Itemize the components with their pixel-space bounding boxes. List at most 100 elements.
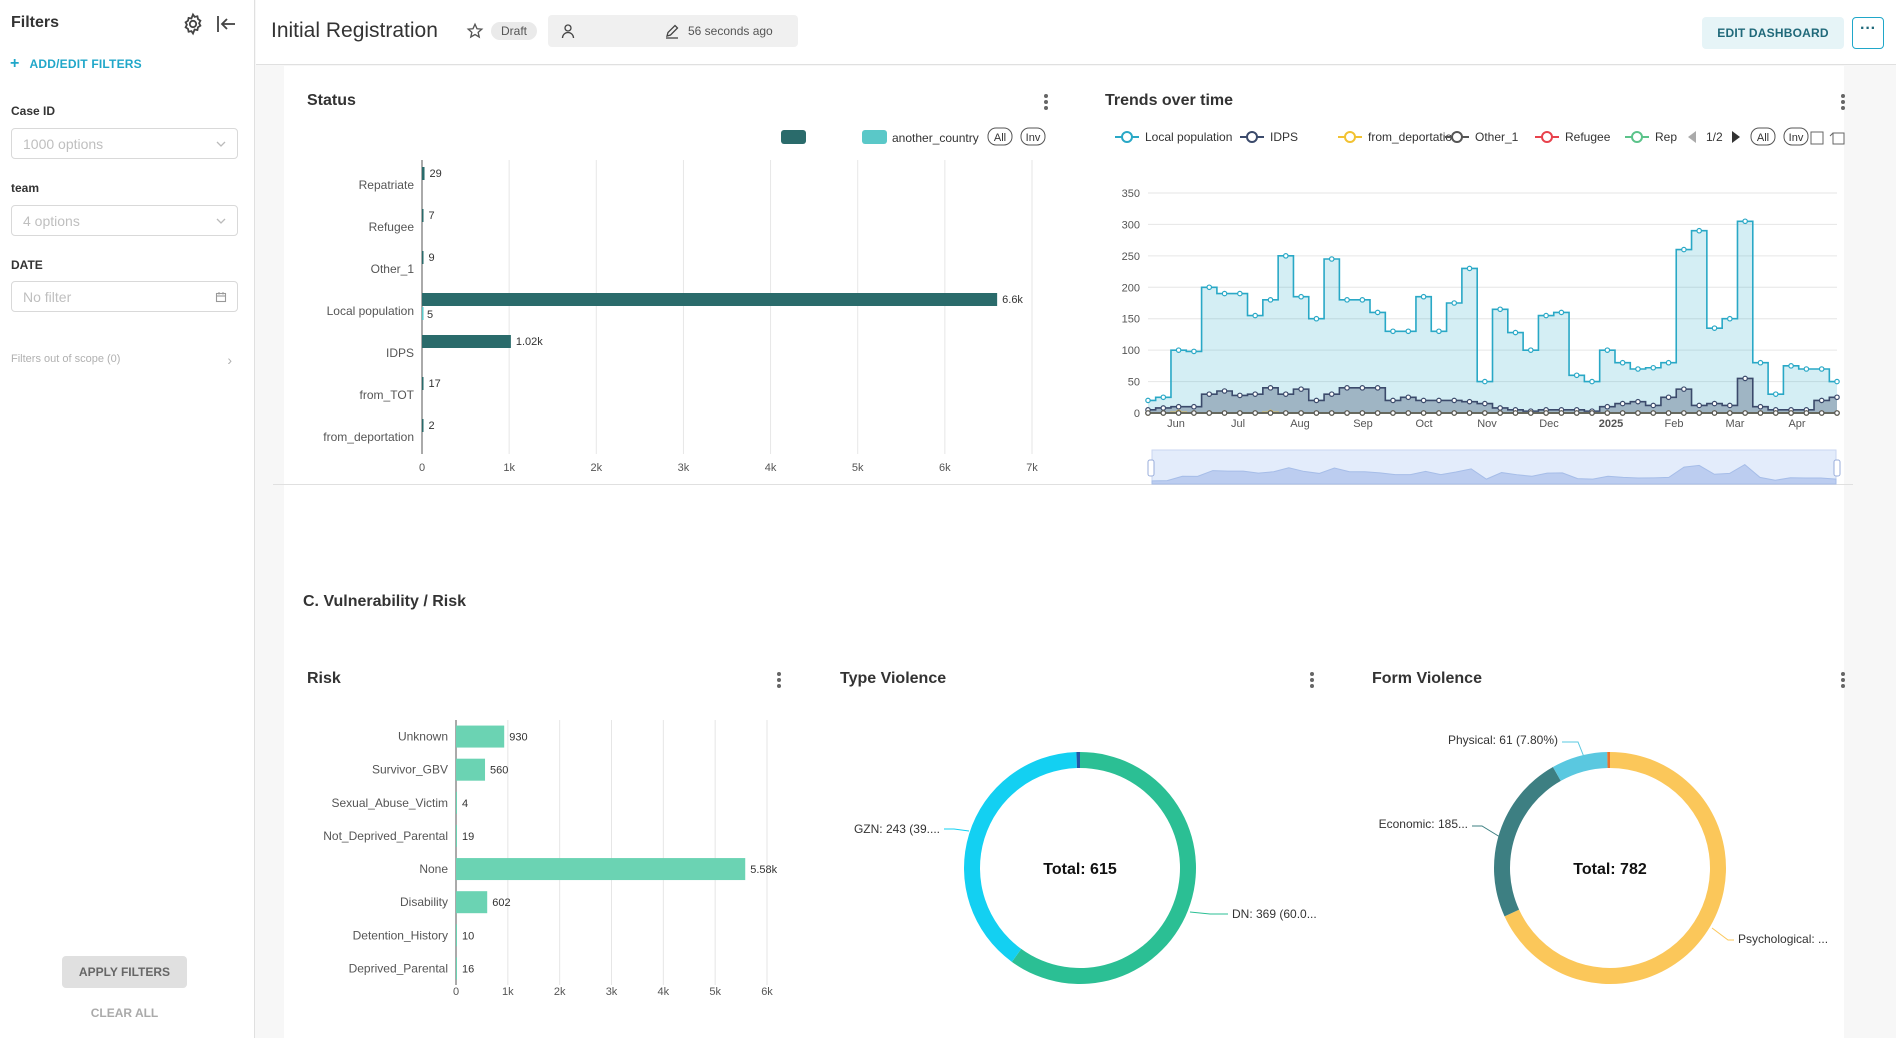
data-point bbox=[1527, 410, 1534, 416]
series-line bbox=[1148, 220, 1837, 402]
draft-badge[interactable]: Draft bbox=[491, 22, 538, 40]
filter-label-case-id: Case ID bbox=[11, 104, 56, 118]
risk-bar-label: 10 bbox=[462, 930, 474, 942]
donut-label-line bbox=[1711, 927, 1734, 941]
x-tick-label: 5k bbox=[852, 462, 864, 474]
risk-chart[interactable]: 0 1k 2k 3k 4k 5k 6k Unknown 930 Survivor_GBV 560 Se… bbox=[300, 700, 800, 1005]
data-point bbox=[1665, 410, 1672, 416]
x-tick-label: 4k bbox=[765, 462, 777, 474]
donut-slice bbox=[1494, 767, 1561, 917]
form-violence-chart-menu-icon[interactable] bbox=[1840, 671, 1846, 689]
data-zoom-preview bbox=[1151, 463, 1837, 485]
form-violence-chart[interactable]: Psychological: ... Economic: 185... Physic… bbox=[1360, 700, 1860, 1005]
category-label: from_deportation bbox=[323, 430, 414, 444]
type-violence-chart-menu-icon[interactable] bbox=[1309, 671, 1315, 689]
data-point bbox=[1252, 312, 1258, 319]
data-point bbox=[1374, 385, 1381, 391]
risk-chart-menu-icon[interactable] bbox=[776, 671, 782, 689]
donut-slice bbox=[1076, 752, 1080, 769]
donut-slice-label: GZN: 243 (39.... bbox=[854, 822, 940, 836]
chevron-down-icon bbox=[216, 218, 226, 224]
category-label: Not_Deprived_Parental bbox=[323, 829, 448, 843]
x-tick-label: Mar bbox=[1726, 418, 1745, 430]
data-point bbox=[1405, 410, 1412, 416]
edit-dashboard-button[interactable]: EDIT DASHBOARD bbox=[1702, 17, 1844, 49]
category-label: Unknown bbox=[398, 730, 448, 744]
data-point bbox=[1681, 410, 1687, 416]
legend-control-all bbox=[987, 127, 1013, 146]
donut-slice-label: Psychological: ... bbox=[1738, 932, 1828, 946]
x-tick-label: 6k bbox=[939, 462, 951, 474]
data-point bbox=[1298, 410, 1304, 416]
data-point bbox=[1237, 290, 1243, 297]
status-bar-label: 17 bbox=[429, 378, 441, 390]
x-tick-label: Oct bbox=[1415, 418, 1432, 430]
data-point bbox=[1206, 391, 1213, 397]
data-point bbox=[1558, 410, 1565, 416]
data-point bbox=[1482, 400, 1488, 407]
data-point bbox=[1635, 366, 1641, 372]
add-edit-filters-label: ADD/EDIT FILTERS bbox=[29, 57, 142, 71]
data-point bbox=[1788, 363, 1794, 369]
legend-control-inv bbox=[1020, 127, 1046, 146]
status-bar bbox=[422, 167, 425, 180]
y-tick-label: 100 bbox=[1122, 345, 1140, 357]
legend-label-another-country: another_country bbox=[892, 131, 979, 145]
y-tick-label: 250 bbox=[1122, 251, 1140, 263]
risk-bar-label: 602 bbox=[492, 897, 510, 909]
case-id-select[interactable]: 1000 options bbox=[11, 128, 238, 159]
risk-bar bbox=[456, 824, 457, 847]
data-point bbox=[1619, 410, 1626, 416]
data-point bbox=[1206, 410, 1213, 416]
data-point bbox=[1359, 410, 1366, 416]
type-violence-chart[interactable]: DN: 369 (60.0... GZN: 243 (39.... Total: 6… bbox=[830, 700, 1330, 1005]
data-point bbox=[1160, 410, 1167, 416]
user-icon[interactable] bbox=[560, 23, 576, 39]
series-area bbox=[1148, 378, 1837, 413]
y-tick-label: 50 bbox=[1128, 377, 1140, 389]
filters-out-of-scope[interactable]: Filters out of scope (0) › bbox=[11, 352, 238, 368]
category-label: Refugee bbox=[369, 220, 415, 234]
data-point bbox=[1160, 405, 1167, 411]
star-icon[interactable] bbox=[466, 22, 484, 40]
donut-slice bbox=[964, 752, 1077, 962]
legend-control-all bbox=[1750, 127, 1776, 146]
team-select[interactable]: 4 options bbox=[11, 205, 238, 236]
data-point bbox=[1482, 410, 1488, 416]
legend-prev-icon bbox=[1688, 131, 1696, 143]
data-point bbox=[1650, 410, 1657, 416]
risk-bar bbox=[456, 957, 457, 980]
more-options-button[interactable]: ··· bbox=[1852, 17, 1884, 49]
status-chart[interactable]: another_country All Inv 0 1k 2k 3k 4k 5k 6k 7k Repa… bbox=[300, 120, 1060, 490]
data-point bbox=[1573, 372, 1580, 379]
clear-all-button[interactable]: CLEAR ALL bbox=[90, 1006, 159, 1020]
data-point bbox=[1512, 329, 1519, 336]
data-point bbox=[1665, 359, 1672, 366]
apply-filters-button[interactable]: APPLY FILTERS bbox=[62, 956, 187, 988]
data-point bbox=[1711, 325, 1718, 331]
data-point bbox=[1175, 403, 1182, 410]
data-point bbox=[1558, 309, 1565, 316]
add-edit-filters-button[interactable]: + ADD/EDIT FILTERS bbox=[10, 55, 142, 73]
status-bar-label: 1.02k bbox=[516, 336, 543, 348]
data-point bbox=[1175, 347, 1182, 353]
trends-chart-menu-icon[interactable] bbox=[1840, 93, 1846, 111]
filters-out-of-scope-label: Filters out of scope (0) bbox=[11, 353, 121, 365]
status-chart-menu-icon[interactable] bbox=[1043, 93, 1049, 111]
data-point bbox=[1374, 410, 1381, 416]
legend-marker bbox=[1541, 131, 1553, 143]
data-point bbox=[1604, 347, 1611, 353]
gear-icon[interactable] bbox=[181, 12, 205, 36]
data-point bbox=[1313, 315, 1320, 322]
trends-chart[interactable]: Local population IDPS from_deportation Othe… bbox=[1100, 120, 1860, 490]
data-point bbox=[1328, 391, 1335, 397]
data-point bbox=[1390, 397, 1396, 404]
date-picker[interactable]: No filter bbox=[11, 281, 238, 312]
data-point bbox=[1497, 405, 1503, 411]
metadata-bar: 56 seconds ago bbox=[548, 15, 798, 47]
data-point bbox=[1390, 328, 1396, 335]
data-point bbox=[1803, 366, 1810, 372]
donut-slice bbox=[1011, 752, 1196, 984]
collapse-sidebar-icon[interactable] bbox=[214, 12, 238, 36]
x-tick-label: 1k bbox=[503, 462, 515, 474]
